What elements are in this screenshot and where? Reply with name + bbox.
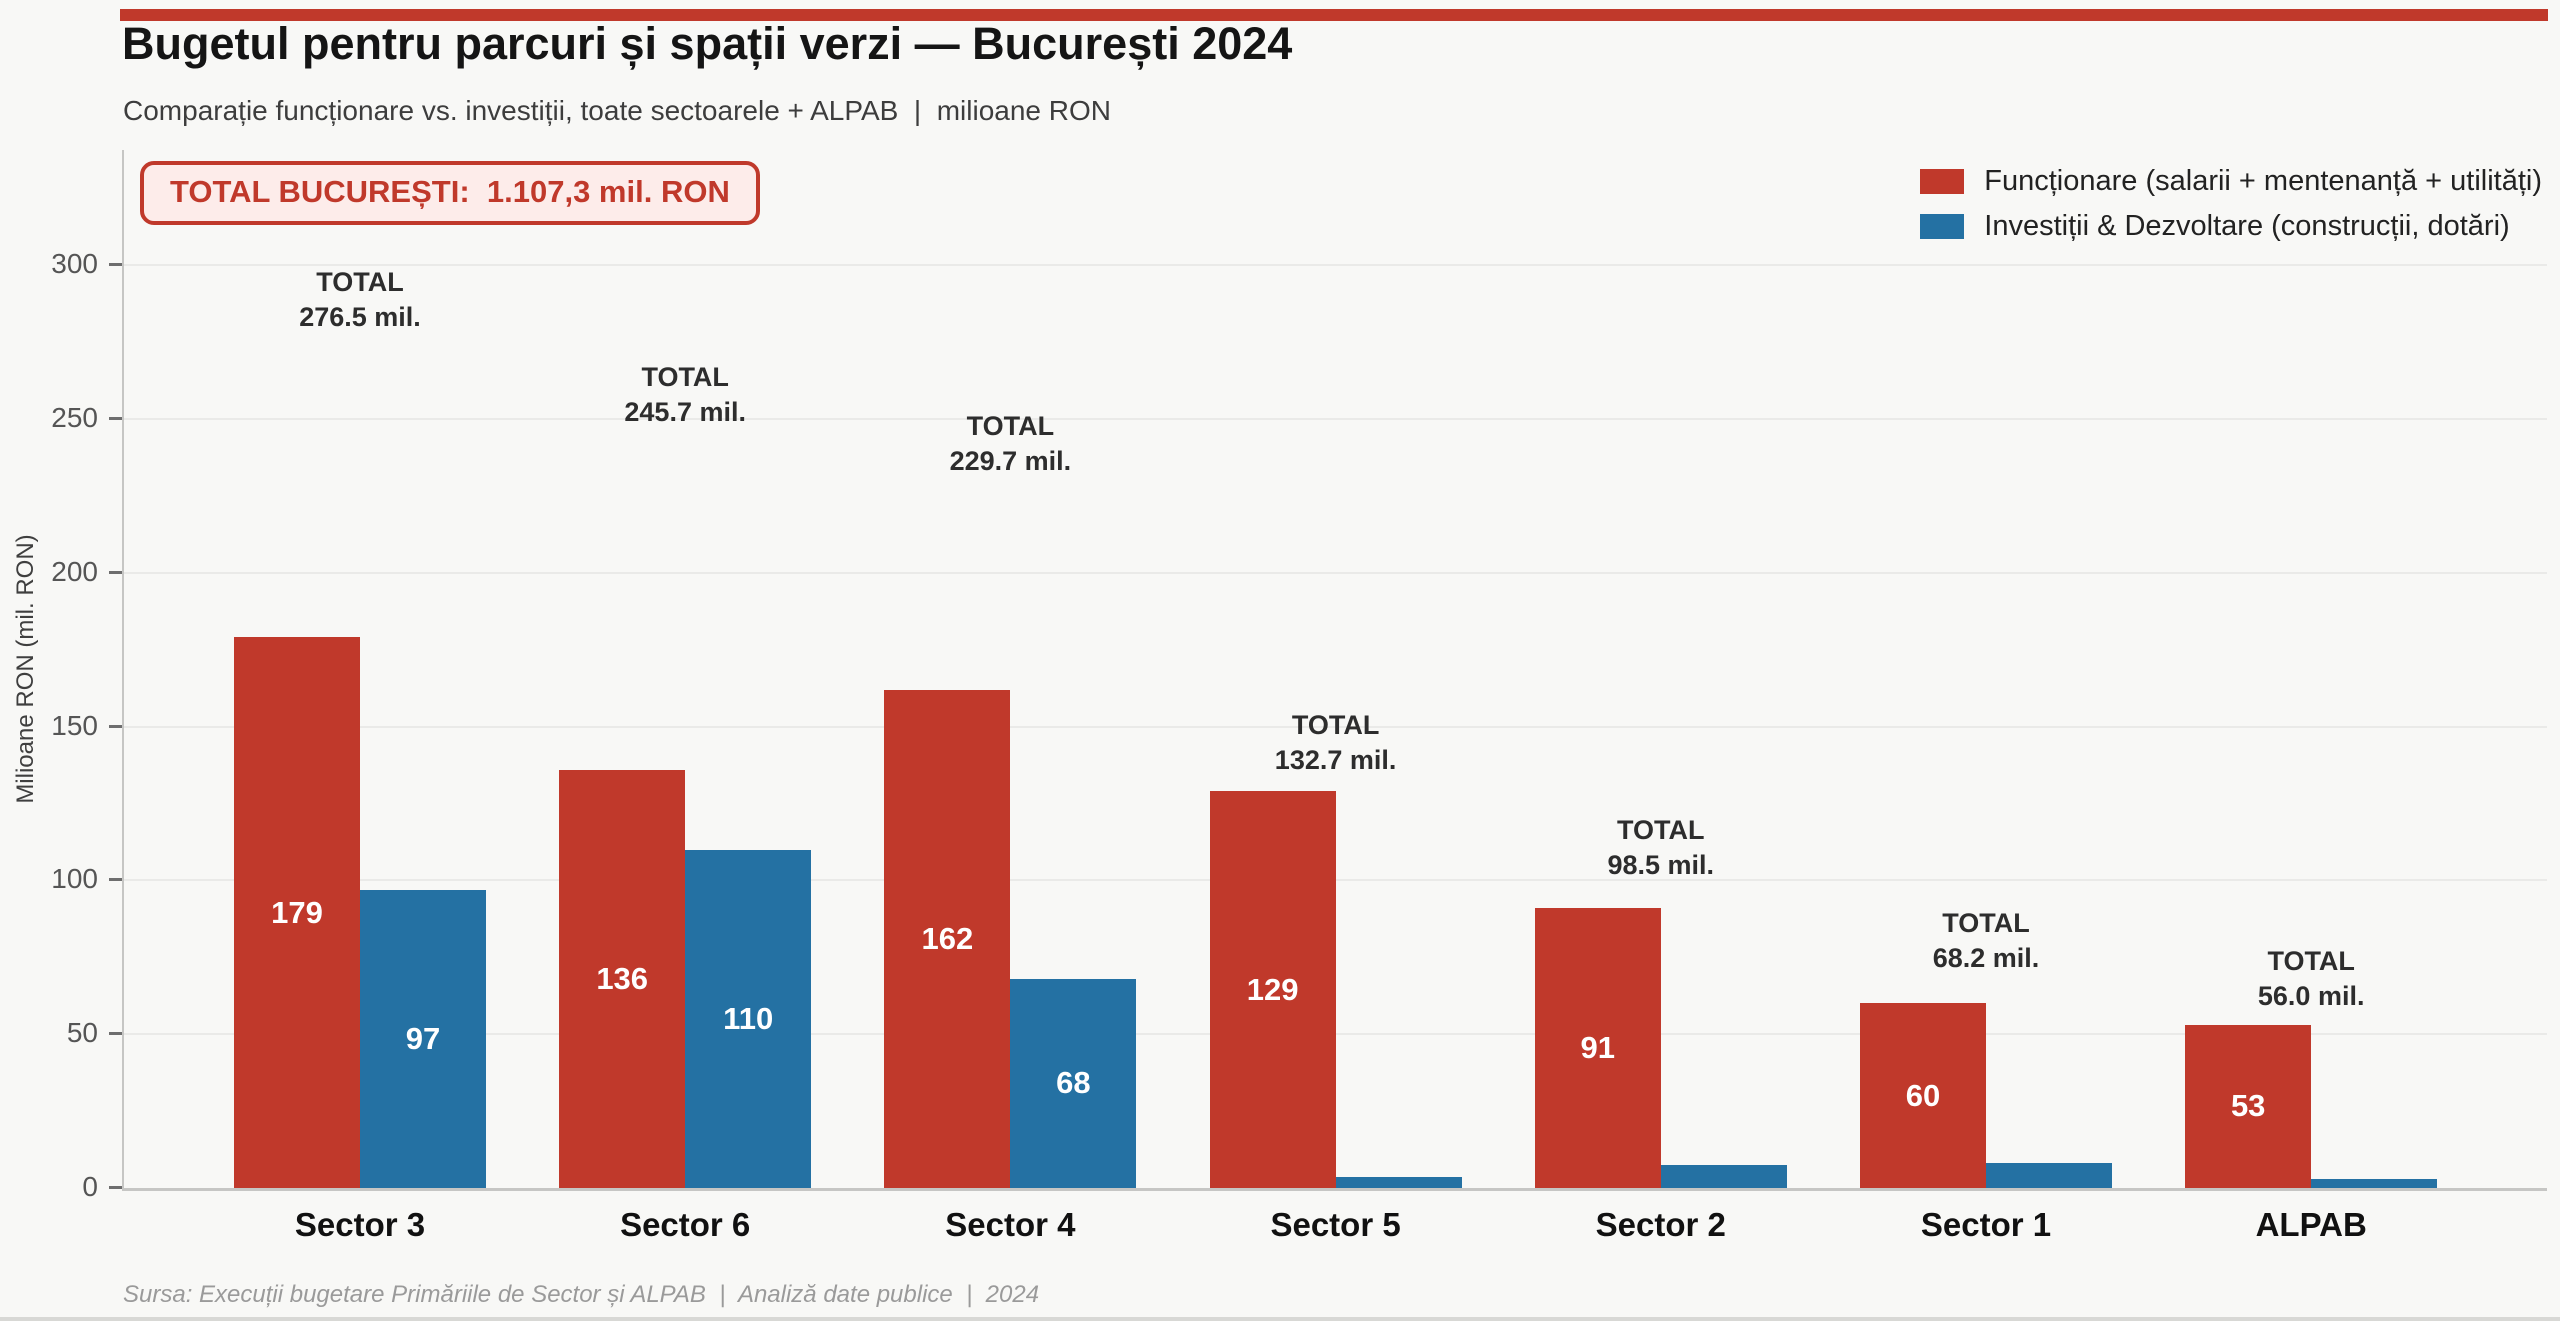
legend-label-functionare: Funcționare (salarii + mentenanță + util… (1984, 165, 2542, 197)
total-annotation: TOTAL 56.0 mil. (2141, 944, 2481, 1014)
total-annotation-value: 245.7 mil. (624, 397, 746, 428)
y-tick-label: 0 (82, 1171, 98, 1202)
y-tick-mark (109, 1032, 122, 1036)
bar-functionare: 179 (234, 637, 360, 1188)
total-annotation: TOTAL 98.5 mil. (1491, 813, 1831, 883)
bar-investitii (1986, 1162, 2112, 1188)
bar-investitii: 110 (685, 849, 812, 1188)
total-annotation-caption: TOTAL (1617, 814, 1705, 845)
y-tick-mark (109, 416, 122, 420)
legend-row-investitii: Investiții & Dezvoltare (construcții, do… (1920, 210, 2542, 243)
legend-label-investitii: Investiții & Dezvoltare (construcții, do… (1984, 210, 2510, 242)
bar-value-label: 162 (921, 920, 974, 956)
y-tick-label: 300 (51, 248, 98, 279)
y-tick-mark (109, 570, 122, 574)
total-annotation-value: 98.5 mil. (1607, 849, 1715, 880)
top-accent-bar (120, 9, 2548, 21)
total-annotation-value: 229.7 mil. (949, 446, 1072, 477)
total-annotation-value: 276.5 mil. (299, 302, 421, 333)
x-category-label: Sector 2 (1595, 1206, 1726, 1243)
bar-functionare: 53 (2185, 1024, 2312, 1188)
legend-row-functionare: Funcționare (salarii + mentenanță + util… (1920, 165, 2542, 198)
x-category-label: ALPAB (2255, 1206, 2367, 1243)
grid-line (124, 725, 2547, 728)
grid-line (124, 264, 2547, 266)
x-category-label: Sector 6 (620, 1206, 751, 1243)
y-tick-mark (109, 263, 122, 266)
chart-plot-area: 0 50 100 150 200 250 300 179 97 TOTAL 276.5 mil. Se… (51, 150, 2547, 1243)
chart-legend: Funcționare (salarii + mentenanță + util… (1920, 165, 2542, 243)
total-annotation-caption: TOTAL (2267, 945, 2355, 976)
total-annotation: TOTAL 245.7 mil. (515, 360, 855, 430)
bar-functionare: 136 (559, 769, 686, 1188)
total-annotation: TOTAL 132.7 mil. (1166, 708, 1506, 778)
total-annotation: TOTAL 68.2 mil. (1816, 906, 2156, 976)
bar-investitii: 97 (360, 889, 486, 1188)
y-tick-label: 50 (66, 1017, 98, 1049)
bar-value-label: 91 (1580, 1030, 1616, 1066)
y-tick-label: 100 (51, 863, 98, 895)
x-category-label: Sector 1 (1920, 1206, 2052, 1243)
x-category-label: Sector 4 (945, 1206, 1076, 1243)
bar-functionare: 162 (884, 689, 1011, 1188)
y-tick-label: 200 (51, 555, 98, 587)
y-tick-label: 150 (51, 709, 98, 741)
total-annotation-value: 56.0 mil. (2257, 980, 2365, 1011)
y-tick-mark (109, 724, 122, 728)
bar-functionare: 91 (1534, 908, 1661, 1188)
bar-investitii (1335, 1176, 1462, 1188)
page-title: Bugetul pentru parcuri și spații verzi —… (122, 18, 1293, 69)
bar-value-label: 110 (723, 1000, 774, 1036)
bar-functionare: 129 (1209, 791, 1336, 1188)
total-annotation-caption: TOTAL (1942, 908, 2030, 939)
bar-investitii (2311, 1178, 2438, 1188)
bar-value-label: 136 (596, 960, 649, 996)
total-annotation-caption: TOTAL (966, 411, 1055, 442)
total-annotation-value: 132.7 mil. (1274, 744, 1397, 775)
bar-investitii: 68 (1010, 978, 1137, 1188)
total-annotation-caption: TOTAL (1291, 709, 1380, 740)
total-annotation: TOTAL 276.5 mil. (190, 265, 530, 335)
source-note: Sursa: Execuții bugetare Primăriile de S… (123, 1281, 1040, 1308)
total-annotation-value: 68.2 mil. (1932, 943, 2040, 974)
bar-value-label: 68 (1056, 1065, 1091, 1101)
bar-value-label: 129 (1246, 971, 1299, 1007)
bar-functionare: 60 (1860, 1003, 1986, 1188)
y-tick-mark (109, 878, 122, 882)
y-tick-mark (109, 1186, 122, 1189)
bar-value-label: 97 (405, 1020, 441, 1056)
bar-investitii (1660, 1164, 1787, 1188)
x-category-label: Sector 3 (294, 1206, 426, 1243)
legend-swatch-investitii (1920, 214, 1965, 239)
total-annotation-caption: TOTAL (641, 362, 729, 393)
y-tick-label: 250 (51, 401, 98, 433)
total-annotation-caption: TOTAL (316, 267, 404, 298)
bar-value-label: 179 (271, 894, 323, 930)
total-annotation: TOTAL 229.7 mil. (840, 409, 1180, 479)
bar-value-label: 60 (1905, 1077, 1941, 1113)
legend-swatch-functionare (1920, 169, 1965, 194)
page-subtitle: Comparație funcționare vs. investiții, t… (123, 95, 1111, 126)
total-bucharest-badge: TOTAL BUCUREȘTI: 1.107,3 mil. RON (140, 161, 760, 225)
x-category-label: Sector 5 (1270, 1206, 1401, 1243)
grid-line (124, 571, 2547, 574)
bar-value-label: 53 (2230, 1088, 2266, 1124)
grid-line (124, 417, 2547, 420)
